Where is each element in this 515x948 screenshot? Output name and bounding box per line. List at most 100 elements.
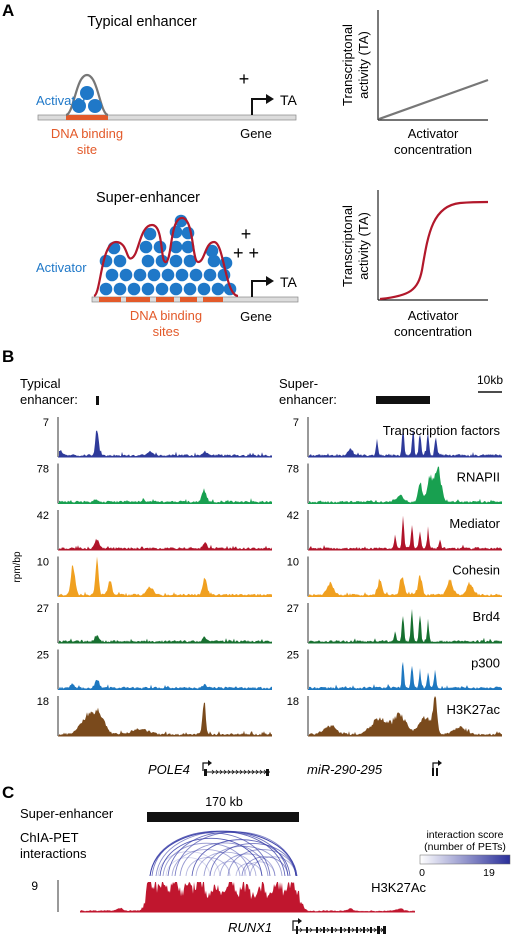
activator-circle: [133, 268, 147, 282]
activator-circle: [113, 254, 127, 268]
intron-tick: [263, 769, 267, 775]
intron-tick: [343, 927, 347, 933]
track-max-label: 78: [37, 464, 49, 476]
exon: [436, 768, 438, 776]
intron-tick: [227, 769, 231, 775]
activator-circle: [141, 254, 155, 268]
exon: [331, 927, 333, 933]
typical-plus: +: [239, 69, 250, 89]
intron-tick: [334, 927, 338, 933]
panel-b-letter: B: [2, 347, 14, 366]
exon: [316, 927, 318, 933]
activator-circle: [181, 240, 195, 254]
legend-gradient: [419, 854, 511, 865]
exon: [363, 927, 365, 933]
track-signal: [309, 696, 502, 736]
activator-circle: [141, 282, 155, 296]
panel-c-letter: C: [2, 783, 14, 802]
arrowhead-icon: [208, 760, 212, 766]
intron-tick: [326, 927, 330, 933]
activator-circle: [99, 282, 113, 296]
typical-binding-site: [66, 115, 108, 120]
h3k27ac-track: [80, 882, 415, 913]
interaction-arc: [203, 845, 283, 877]
exon: [356, 927, 358, 933]
track-max-label: 18: [287, 696, 299, 708]
legend-title-2: (number of PETs): [424, 841, 506, 853]
intron-tick: [251, 769, 255, 775]
activator-circle: [119, 268, 133, 282]
super-binding-site: [99, 297, 121, 302]
super-binding-label-2: sites: [153, 324, 180, 339]
activator-circle: [211, 282, 225, 296]
intron-tick: [211, 769, 215, 775]
exon: [266, 769, 269, 776]
size-label: 170 kb: [205, 795, 243, 809]
super-enhancer-outline: [93, 216, 239, 298]
graph2-xlabel: Activator: [408, 308, 459, 323]
interaction-arc: [235, 863, 263, 877]
graph1-ylabel-2: activity (TA): [356, 31, 371, 99]
exon: [340, 927, 342, 933]
interaction-arc: [243, 861, 276, 877]
activator-circle: [107, 241, 121, 255]
typical-enhancer-region-bar: [96, 396, 99, 405]
activator-circle: [169, 254, 183, 268]
track-signal: [59, 556, 272, 597]
intron-tick: [351, 927, 355, 933]
activator-circle: [205, 244, 219, 258]
track-signal: [59, 679, 272, 690]
intron-tick: [373, 927, 377, 933]
activator-circle: [153, 240, 167, 254]
track-signal: [59, 538, 272, 550]
track-name: Transcription factors: [383, 423, 501, 438]
track-name: Cohesin: [452, 563, 500, 578]
typical-activator-label: Activator: [36, 93, 87, 108]
intron-tick: [319, 927, 323, 933]
interaction-arc: [213, 861, 247, 877]
arrowhead-icon: [298, 918, 302, 924]
super-enhancer-bar: [147, 812, 299, 822]
graph2-ylabel: Transcriptonal: [340, 205, 355, 287]
arrowhead-icon: [266, 94, 274, 104]
interaction-arc: [195, 851, 257, 877]
exon: [323, 927, 325, 933]
activator-circle: [161, 268, 175, 282]
panel-a-letter: A: [2, 1, 14, 20]
typical-enhancer-outline: [65, 73, 109, 117]
exon: [370, 927, 372, 933]
track-c-max: 9: [31, 879, 38, 893]
interaction-arc: [155, 830, 297, 877]
super-binding-site: [180, 297, 197, 302]
intron-tick: [223, 769, 227, 775]
activator-circle: [169, 240, 183, 254]
activator-circle: [147, 268, 161, 282]
right-header: Super-: [279, 376, 318, 391]
intron-tick: [215, 769, 219, 775]
super-enhancer-label: Super-enhancer: [20, 806, 114, 821]
super-gene-label: Gene: [240, 309, 272, 324]
activator-circle: [155, 254, 169, 268]
left-gene-intron-ticks: [211, 769, 267, 775]
interaction-arc: [185, 857, 231, 877]
left-header: Typical: [20, 376, 61, 391]
interaction-arc: [249, 856, 297, 877]
exon: [204, 769, 207, 776]
intron-tick: [255, 769, 259, 775]
typical-ta-label: TA: [280, 92, 298, 108]
intron-tick: [299, 927, 303, 933]
interaction-arc: [174, 831, 297, 877]
activator-circle: [183, 282, 197, 296]
track-max-label: 25: [287, 650, 299, 662]
track-max-label: 7: [43, 417, 49, 429]
typical-enhancer-title: Typical enhancer: [87, 14, 197, 30]
activator-circle: [189, 268, 203, 282]
track-name: H3K27ac: [447, 702, 501, 717]
exon: [306, 927, 308, 933]
track-max-label: 78: [287, 464, 299, 476]
super-binding-site: [126, 297, 150, 302]
track-max-label: 27: [37, 603, 49, 615]
track-signal: [59, 430, 272, 457]
activator-circle: [203, 268, 217, 282]
